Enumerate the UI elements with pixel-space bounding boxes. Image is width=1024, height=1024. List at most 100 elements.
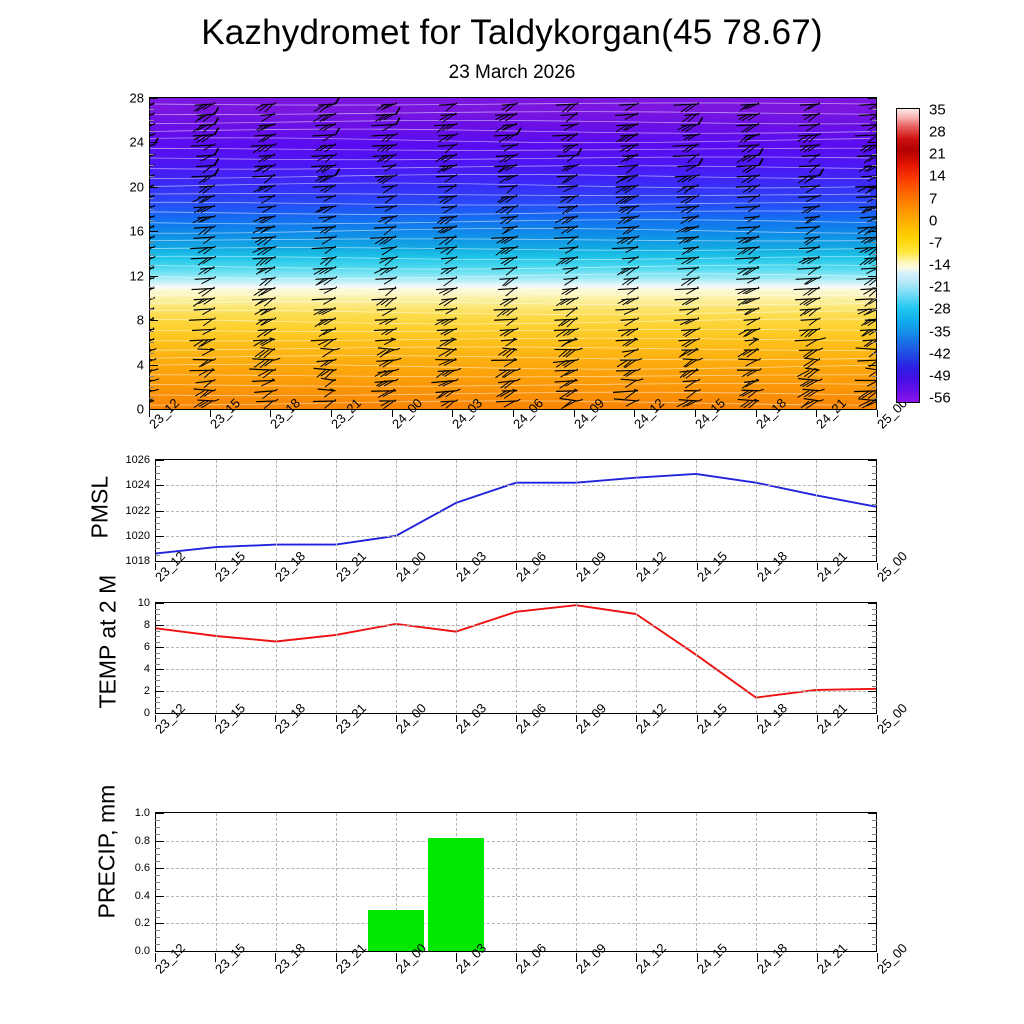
pmsl-y-tick xyxy=(155,460,164,461)
xsec-y-right-tick xyxy=(868,142,877,144)
pmsl-y-minor-tick xyxy=(155,516,160,518)
cross-section-panel[interactable] xyxy=(149,97,877,410)
temp-x-label[interactable]: 25_00 xyxy=(874,700,911,737)
xsec-y-right-minor-tick xyxy=(872,153,877,155)
precip-x-tick xyxy=(155,953,156,962)
xsec-y-label: 12 xyxy=(129,268,144,284)
precip-y-minor-tick xyxy=(155,937,160,939)
temp-y-right-minor-tick xyxy=(872,652,877,654)
pmsl-y-minor-tick xyxy=(155,548,160,550)
temp-y-right-minor-tick xyxy=(872,658,877,659)
vertical-gridline xyxy=(336,813,337,951)
xsec-y-tick xyxy=(149,409,158,410)
temp-y-right-minor-tick xyxy=(872,641,877,643)
xsec-y-tick xyxy=(149,231,158,233)
xsec-y-minor-tick xyxy=(149,109,154,111)
xsec-x-tick xyxy=(695,410,696,417)
vertical-gridline xyxy=(696,813,697,951)
horizontal-gridline xyxy=(156,691,876,692)
precip-bar[interactable] xyxy=(428,837,484,951)
temp-x-tick xyxy=(877,715,878,722)
temp-x-tick xyxy=(696,715,698,722)
precip-x-tick xyxy=(215,953,217,962)
precip-y-minor-tick xyxy=(155,909,160,911)
temp-y-right-minor-tick xyxy=(872,680,877,681)
horizontal-gridline xyxy=(156,923,876,925)
pmsl-y-label: 1020 xyxy=(125,529,150,542)
xsec-y-minor-tick xyxy=(149,342,154,344)
colorbar-tick-label: 0 xyxy=(929,212,938,230)
xsec-x-tick xyxy=(331,410,332,417)
pmsl-x-tick xyxy=(395,563,397,570)
colorbar-tick-label: 21 xyxy=(929,145,946,163)
pmsl-y-tick xyxy=(155,561,164,562)
precip-y-right-minor-tick xyxy=(872,833,877,835)
xsec-y-right-minor-tick xyxy=(872,209,877,211)
precip-y-minor-tick xyxy=(155,888,160,890)
xsec-y-minor-tick xyxy=(149,309,154,311)
temp-y-right-minor-tick xyxy=(872,619,877,621)
temp-y-right-tick xyxy=(868,625,877,626)
pmsl-y-right-minor-tick xyxy=(872,497,877,499)
temp-y-right-minor-tick xyxy=(872,707,877,709)
temp-x-tick xyxy=(155,715,156,722)
precip-y-minor-tick xyxy=(155,902,160,904)
precip-bar[interactable] xyxy=(368,909,424,951)
colorbar-tick-label: 14 xyxy=(929,167,946,185)
horizontal-gridline xyxy=(156,510,876,512)
temp-panel[interactable] xyxy=(155,602,877,714)
precip-y-label: 0.4 xyxy=(134,889,150,902)
colorbar-tick-label: 7 xyxy=(929,190,938,208)
temp-y-minor-tick xyxy=(155,608,160,610)
pmsl-y-right-minor-tick xyxy=(872,516,877,518)
vertical-gridline xyxy=(516,813,517,951)
chart-subtitle: 23 March 2026 xyxy=(448,62,576,83)
temp-y-tick xyxy=(155,713,164,714)
temp-y-right-minor-tick xyxy=(872,702,877,703)
precip-y-minor-tick xyxy=(155,861,160,863)
pmsl-y-minor-tick xyxy=(155,491,160,493)
precip-y-minor-tick xyxy=(155,854,160,856)
pmsl-y-right-minor-tick xyxy=(872,542,877,544)
pmsl-y-label: 1024 xyxy=(125,479,150,492)
temp-y-minor-tick xyxy=(155,614,160,615)
precip-y-right-minor-tick xyxy=(872,916,877,918)
vertical-gridline xyxy=(576,603,577,713)
precip-y-label: 0.6 xyxy=(134,862,150,875)
precip-bars xyxy=(156,813,876,951)
xsec-x-tick xyxy=(573,410,575,417)
horizontal-gridline xyxy=(156,669,876,670)
xsec-y-right-tick xyxy=(868,409,877,410)
precip-y-tick xyxy=(155,923,164,925)
precip-y-right-minor-tick xyxy=(872,819,877,821)
horizontal-gridline xyxy=(156,895,876,897)
precip-x-label[interactable]: 25_00 xyxy=(874,940,911,977)
precip-x-tick xyxy=(816,953,818,962)
precip-y-right-minor-tick xyxy=(872,902,877,904)
precip-x-tick xyxy=(275,953,277,962)
vertical-gridline xyxy=(816,813,817,951)
precip-y-label: 0.2 xyxy=(134,917,150,930)
temp-y-right-tick xyxy=(868,669,877,670)
temp-x-tick xyxy=(275,715,277,722)
precip-y-right-minor-tick xyxy=(872,826,877,828)
horizontal-gridline xyxy=(156,485,876,487)
xsec-y-right-minor-tick xyxy=(872,331,877,333)
xsec-y-minor-tick xyxy=(149,253,154,255)
pmsl-panel[interactable] xyxy=(155,459,877,562)
pmsl-y-minor-tick xyxy=(155,554,160,556)
precip-y-right-minor-tick xyxy=(872,909,877,911)
precip-y-minor-tick xyxy=(155,847,160,849)
precip-y-right-minor-tick xyxy=(872,937,877,939)
pmsl-y-right-minor-tick xyxy=(872,548,877,550)
colorbar-tick-label: -56 xyxy=(929,389,951,407)
xsec-x-tick xyxy=(816,410,818,417)
precip-panel[interactable] xyxy=(155,812,877,952)
precip-y-minor-tick xyxy=(155,826,160,828)
temp-y-right-minor-tick xyxy=(872,674,877,676)
temp-y-right-minor-tick xyxy=(872,630,877,632)
pmsl-y-label: 1022 xyxy=(125,504,150,517)
pmsl-x-label[interactable]: 25_00 xyxy=(874,548,911,585)
precip-y-tick xyxy=(155,840,164,842)
pmsl-y-label: 1026 xyxy=(125,454,150,466)
